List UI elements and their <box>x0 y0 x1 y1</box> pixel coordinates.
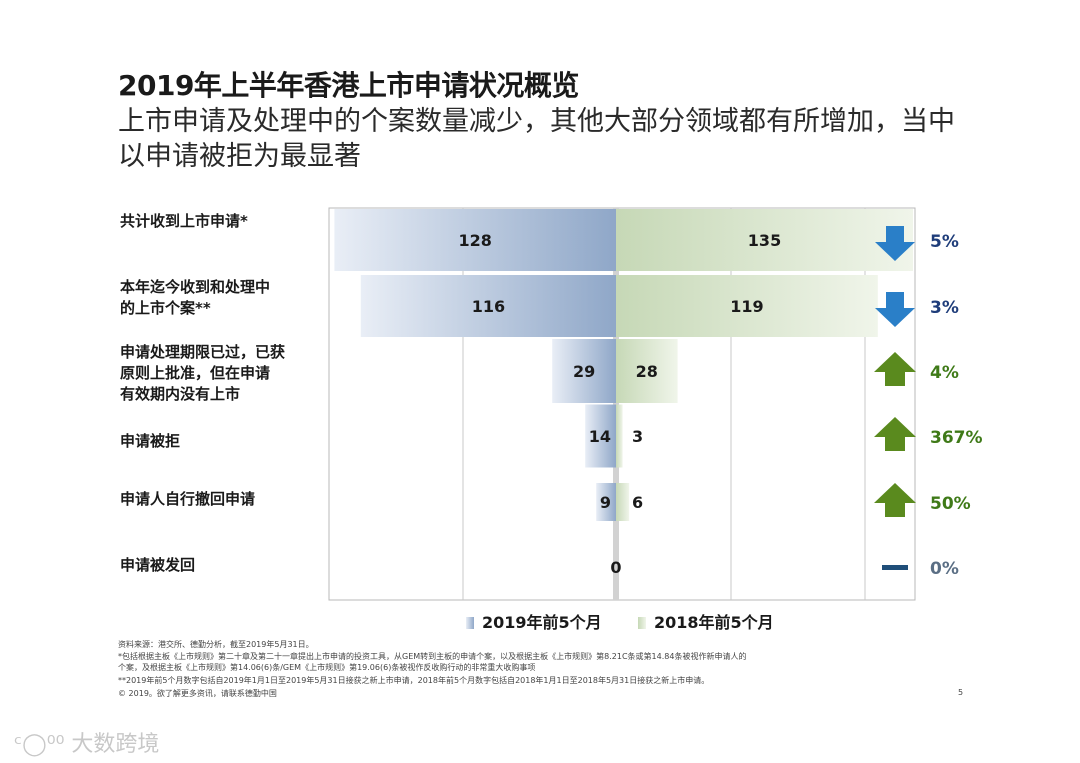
category-label: 申请人自行撤回申请 <box>120 490 256 508</box>
change-percent: 0% <box>930 559 959 579</box>
change-indicators: 5% 3% 4% 367% 50% 0% <box>874 226 983 579</box>
bar-2018 <box>616 209 913 271</box>
data-label-2019: 14 <box>589 427 611 446</box>
data-label-2018: 119 <box>730 297 763 316</box>
bar-2018 <box>616 339 678 403</box>
page-title: 2019年上半年香港上市申请状况概览 <box>118 69 579 102</box>
page-number: 5 <box>958 688 964 697</box>
bar-2019 <box>596 483 616 521</box>
change-percent: 3% <box>930 298 959 318</box>
bar-2019 <box>334 209 616 271</box>
arrow-down-icon <box>875 226 915 261</box>
arrow-up-icon <box>874 352 916 386</box>
legend-item-2019: 2019年前5个月 <box>466 609 602 633</box>
change-percent: 50% <box>930 494 971 514</box>
watermark-logo-icon: ᶜ◯⁰⁰ <box>14 732 65 757</box>
footnote-copyright: © 2019。欲了解更多资讯，请联系德勤中国 <box>118 689 277 698</box>
data-label-2019: 29 <box>573 362 595 381</box>
page-subtitle: 上市申请及处理中的个案数量减少，其他大部分领域都有所增加，当中以申请被拒为最显著 <box>118 106 955 172</box>
chart-grid <box>328 207 916 601</box>
data-label-2019: 128 <box>458 231 491 250</box>
category-label: 共计收到上市申请* <box>120 212 248 230</box>
data-label-2019: 116 <box>472 297 505 316</box>
change-percent: 367% <box>930 428 983 448</box>
data-label-2019: 9 <box>600 493 611 512</box>
category-label: 申请处理期限已过，已获 原则上批准，但在申请 有效期内没有上市 <box>120 343 286 403</box>
bar-2019 <box>552 339 616 403</box>
legend-label: 2018年前5个月 <box>654 613 774 632</box>
bar-2018 <box>616 275 878 337</box>
data-label-2018: 6 <box>632 493 643 512</box>
bar-2018 <box>616 404 623 468</box>
data-label-2018: 3 <box>632 427 643 446</box>
footnote: 个案，及根据主板《上市规则》第14.06(6)条/GEM《上市规则》第19.06… <box>118 663 536 672</box>
watermark: ᶜ◯⁰⁰ 大数跨境 <box>14 726 159 758</box>
change-percent: 4% <box>930 363 959 383</box>
arrow-up-icon <box>874 483 916 517</box>
center-divider <box>613 208 619 600</box>
footnote-source: 资料来源：港交所、德勤分析，截至2019年5月31日。 <box>118 640 314 649</box>
plot-frame <box>328 207 916 601</box>
arrow-up-icon <box>874 417 916 451</box>
chart-bars: 128 135 116 119 29 28 14 3 9 6 0 <box>334 209 913 577</box>
bar-2019 <box>585 404 616 468</box>
bar-2018 <box>616 483 630 521</box>
category-label: 申请被发回 <box>120 556 196 574</box>
data-label-2018: 135 <box>748 231 781 250</box>
change-percent: 5% <box>930 232 959 252</box>
watermark-text: 大数跨境 <box>71 732 160 757</box>
bar-2019 <box>360 275 616 337</box>
arrow-down-icon <box>875 292 915 327</box>
legend-swatch-2018 <box>638 617 646 629</box>
dash-icon <box>882 565 908 570</box>
footnote: *包括根据主板《上市规则》第二十章及第二十一章提出上市申请的投资工具，从GEM转… <box>118 652 747 661</box>
legend-item-2018: 2018年前5个月 <box>638 609 774 633</box>
data-label: 0 <box>610 558 621 577</box>
footnote: **2019年前5个月数字包括自2019年1月1日至2019年5月31日接获之新… <box>118 676 710 685</box>
category-label: 申请被拒 <box>120 432 181 450</box>
legend-label: 2019年前5个月 <box>482 613 602 632</box>
data-label-2018: 28 <box>636 362 658 381</box>
category-label: 本年迄今收到和处理中 的上市个案** <box>120 278 271 317</box>
legend-swatch-2019 <box>466 617 474 629</box>
